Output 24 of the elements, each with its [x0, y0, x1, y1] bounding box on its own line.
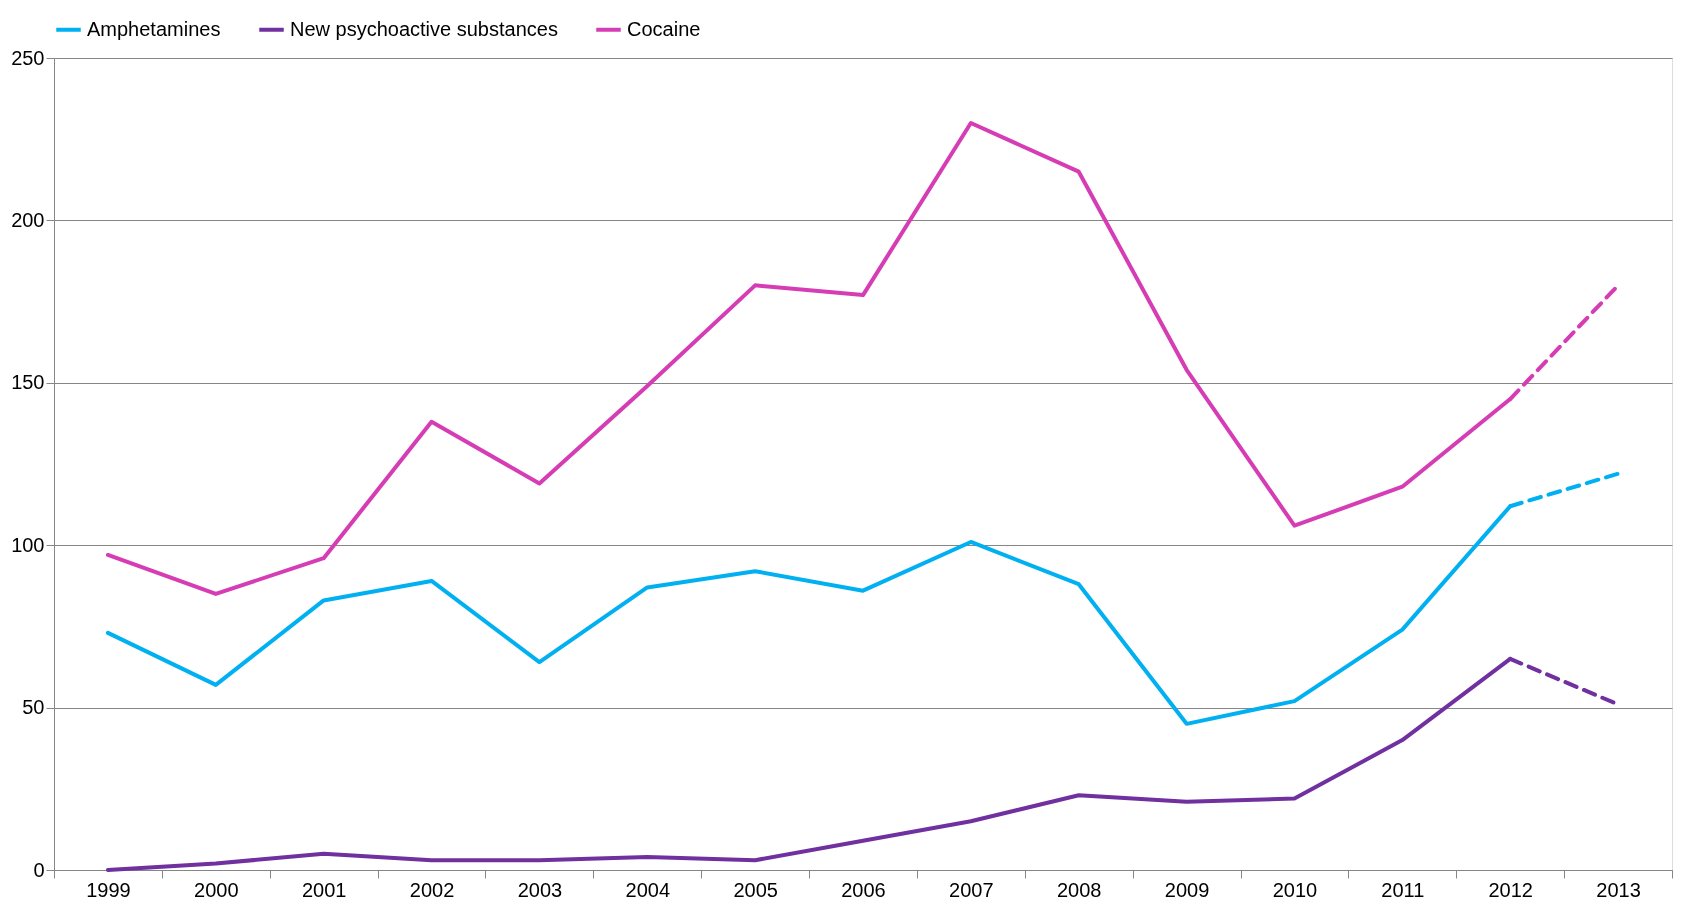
x-tick-label: 2012 — [1488, 878, 1533, 901]
y-tick-label: 100 — [11, 533, 45, 556]
x-tick-label: 2006 — [841, 878, 886, 901]
legend-label: Amphetamines — [87, 17, 221, 40]
x-tick-label: 2007 — [949, 878, 994, 901]
x-tick-label: 2003 — [517, 878, 563, 901]
x-tick-label: 2000 — [194, 878, 239, 901]
y-tick-label: 200 — [11, 208, 45, 231]
x-tick-label: 2008 — [1056, 878, 1102, 901]
x-tick-label: 2010 — [1272, 878, 1318, 901]
y-tick-label: 250 — [11, 46, 45, 69]
x-tick-label: 2005 — [733, 878, 778, 901]
x-tick-label: 2009 — [1164, 878, 1210, 901]
y-tick-label: 50 — [22, 696, 45, 719]
x-tick-label: 2001 — [301, 878, 347, 901]
x-tick-label: 2004 — [625, 878, 671, 901]
y-tick-label: 0 — [33, 858, 45, 881]
y-tick-label: 150 — [11, 371, 45, 394]
x-tick-label: 2011 — [1381, 878, 1425, 901]
legend-label: New psychoactive substances — [290, 17, 558, 40]
x-tick-label: 2002 — [409, 878, 455, 901]
x-tick-label: 1999 — [86, 878, 131, 901]
x-tick-label: 2013 — [1596, 878, 1641, 901]
legend-label: Cocaine — [627, 17, 701, 40]
